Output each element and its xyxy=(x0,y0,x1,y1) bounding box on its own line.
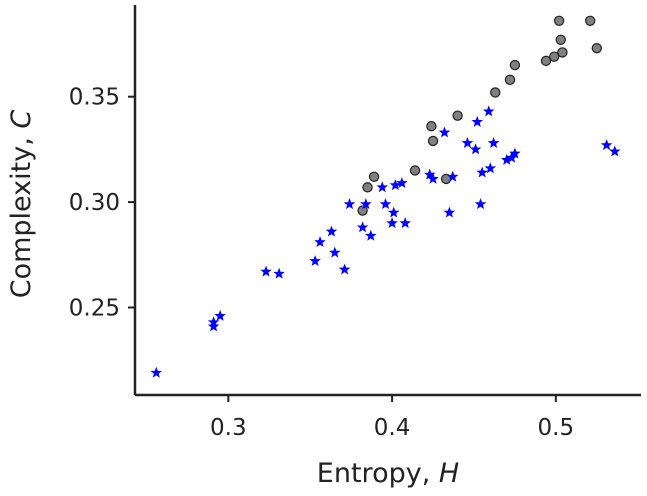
star-point xyxy=(338,263,351,275)
star-point xyxy=(309,255,321,267)
circle-point xyxy=(549,51,560,62)
axes xyxy=(133,5,641,397)
star-point xyxy=(424,168,436,180)
star-point xyxy=(509,147,521,159)
circle-point xyxy=(426,121,437,132)
star-point xyxy=(365,229,377,241)
star-point xyxy=(356,221,369,233)
y-tick-label: 0.25 xyxy=(69,296,120,322)
star-point xyxy=(484,162,497,174)
star-point xyxy=(609,145,621,157)
y-axis-variable: C xyxy=(6,110,37,129)
star-point xyxy=(273,267,285,279)
x-axis-title: Entropy, H xyxy=(317,458,459,489)
star-point xyxy=(600,139,613,151)
circle-point xyxy=(368,171,380,183)
star-point xyxy=(214,309,226,321)
circle-point xyxy=(585,15,596,27)
star-point xyxy=(474,198,487,210)
circle-point xyxy=(504,74,516,86)
star-point xyxy=(446,170,459,182)
x-tick-label: 0.3 xyxy=(210,415,247,441)
circle-point xyxy=(540,55,552,67)
x-axis-variable: H xyxy=(439,458,459,489)
x-tick-label: 0.5 xyxy=(538,415,575,441)
star-point xyxy=(471,115,483,127)
circle-point xyxy=(509,59,521,71)
star-point xyxy=(438,126,451,138)
y-tick-label: 0.30 xyxy=(69,190,120,216)
circle-point xyxy=(490,87,501,98)
star-point xyxy=(387,206,400,218)
circle-point xyxy=(357,205,368,216)
star-point xyxy=(396,177,408,189)
star-point xyxy=(476,166,488,178)
x-tick-label: 0.4 xyxy=(374,415,411,441)
star-point xyxy=(343,198,356,210)
circle-point xyxy=(409,165,421,176)
circle-point xyxy=(362,182,373,193)
star-point xyxy=(260,265,272,277)
plot-area xyxy=(150,15,621,378)
star-point xyxy=(461,137,474,148)
ticks: 0.3 0.4 0.5 0.25 0.30 0.35 xyxy=(69,85,574,441)
star-point xyxy=(386,217,398,229)
circle-point xyxy=(557,47,568,58)
star-point xyxy=(207,320,220,332)
y-tick-label: 0.35 xyxy=(69,85,120,111)
star-point xyxy=(325,225,338,237)
star-point xyxy=(314,236,326,248)
star-point xyxy=(427,172,439,184)
star-point xyxy=(487,137,500,148)
circle-point xyxy=(427,135,439,147)
circle-point xyxy=(553,15,565,27)
y-axis-title: Complexity, C xyxy=(6,110,37,299)
star-point xyxy=(399,217,411,229)
star-point xyxy=(150,366,163,378)
star-point xyxy=(376,181,389,193)
star-point xyxy=(379,198,392,210)
star-point xyxy=(443,206,456,218)
star-point xyxy=(469,143,482,155)
circle-point xyxy=(555,34,566,45)
star-point xyxy=(482,105,495,117)
star-point xyxy=(360,198,372,210)
circle-point xyxy=(452,110,463,121)
star-point xyxy=(329,246,341,258)
circle-point xyxy=(591,43,602,54)
